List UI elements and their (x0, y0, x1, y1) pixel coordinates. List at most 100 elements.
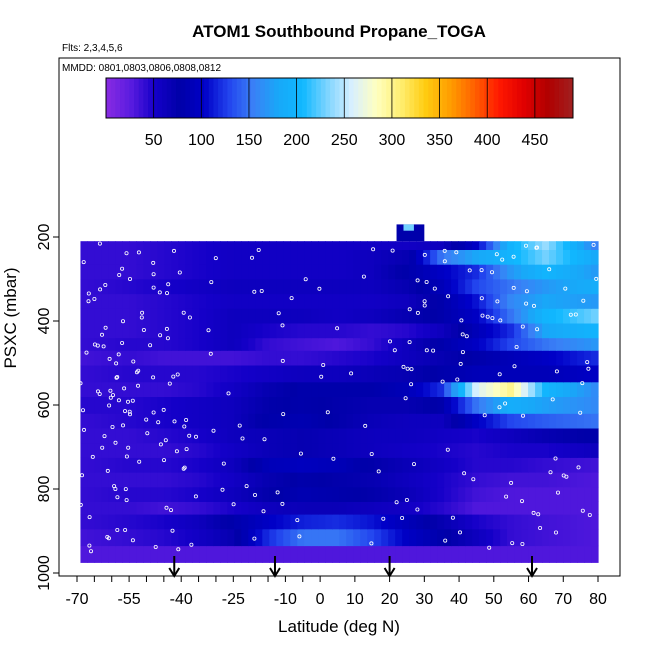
sample-point (151, 272, 156, 277)
heatmap-cell (507, 486, 515, 502)
heatmap-cell (318, 350, 326, 366)
heatmap-cell (549, 365, 557, 383)
heatmap-cell (416, 457, 424, 473)
heatmap-cell (465, 428, 473, 444)
heatmap-cell (318, 264, 326, 280)
heatmap-cell (500, 501, 508, 515)
heatmap-cell (206, 264, 214, 280)
heatmap-cell (374, 528, 382, 547)
heatmap-cell (549, 428, 557, 444)
sample-point (497, 372, 502, 377)
heatmap-cell (423, 241, 431, 250)
sample-point (108, 388, 113, 393)
sample-point (127, 412, 132, 417)
colorbar-tick-label: 100 (188, 132, 215, 149)
heatmap-cell (297, 472, 305, 488)
colorbar-segment (409, 78, 415, 118)
heatmap-cell (164, 381, 172, 397)
heatmap-cell (311, 337, 319, 351)
sample-point (174, 449, 179, 454)
heatmap-cell (304, 293, 312, 309)
heatmap-cell (416, 241, 424, 250)
heatmap-cell (304, 308, 312, 324)
sample-point (415, 507, 420, 512)
heatmap-cell (395, 381, 403, 397)
heatmap-cell (451, 249, 459, 265)
heatmap-cell (563, 472, 571, 488)
heatmap-cell (192, 457, 200, 473)
heatmap-cell (493, 413, 501, 429)
sample-point (403, 396, 408, 401)
heatmap-cell (458, 365, 466, 383)
heatmap-cell (521, 308, 529, 324)
heatmap-cell (227, 365, 235, 383)
heatmap-cell (528, 337, 536, 351)
heatmap-cell (423, 293, 431, 309)
heatmap-cell (346, 365, 354, 383)
heatmap-cell (563, 337, 571, 351)
heatmap-cell (332, 337, 340, 351)
heatmap-cell (402, 308, 410, 324)
heatmap-cell (556, 472, 564, 488)
heatmap-cell (528, 323, 536, 339)
sample-point (189, 542, 194, 547)
heatmap-cell (311, 457, 319, 473)
heatmap-cell (465, 457, 473, 473)
heatmap-cell (115, 293, 124, 309)
heatmap-cell (150, 528, 158, 547)
sample-point (121, 319, 126, 324)
heatmap-cell (395, 241, 403, 250)
x-tick-label: 60 (520, 591, 538, 608)
heatmap-cell (528, 514, 536, 530)
colorbar-tick-label: 400 (474, 132, 501, 149)
heatmap-cell (150, 514, 158, 530)
heatmap-cell (367, 350, 375, 366)
colorbar-segment (204, 78, 210, 118)
heatmap-cell (395, 365, 403, 383)
heatmap-cell (374, 396, 382, 414)
heatmap-cell (164, 241, 172, 250)
heatmap-cell (234, 249, 242, 265)
heatmap-cell (227, 413, 235, 429)
heatmap-cell (479, 337, 487, 351)
sample-point (371, 247, 376, 252)
heatmap-cell (542, 501, 550, 515)
heatmap-cell (437, 545, 445, 563)
heatmap-cell (87, 396, 96, 414)
heatmap-cell (87, 264, 96, 280)
sample-point (531, 510, 536, 515)
heatmap-cell (591, 308, 599, 324)
sample-point (114, 375, 119, 380)
heatmap-cell (458, 279, 466, 295)
heatmap-cell (297, 337, 305, 351)
sample-point (130, 398, 135, 403)
heatmap-cell (486, 545, 494, 563)
heatmap-cell (577, 365, 585, 383)
heatmap-cell (472, 350, 480, 366)
heatmap-cell (332, 365, 340, 383)
sample-point (80, 473, 85, 478)
heatmap-cell (367, 457, 375, 473)
heatmap-cell (122, 308, 131, 324)
x-tick-label: 70 (554, 591, 572, 608)
heatmap-cell (304, 486, 312, 502)
heatmap-cell (577, 442, 585, 458)
heatmap-cell (360, 249, 368, 265)
heatmap-cell (157, 396, 165, 414)
heatmap-cell (514, 264, 522, 280)
heatmap-cell (521, 486, 529, 502)
heatmap-cell (416, 381, 424, 397)
heatmap-cell (388, 249, 396, 265)
heatmap-cell (353, 279, 361, 295)
heatmap-cell (150, 396, 158, 414)
heatmap-cell (465, 545, 473, 563)
heatmap-cell (157, 545, 165, 563)
colorbar-segment (498, 78, 504, 118)
heatmap-cell (332, 428, 340, 444)
heatmap-cell (276, 545, 284, 563)
heatmap-cell (584, 279, 592, 295)
heatmap-cell (108, 279, 117, 295)
heatmap-cell (591, 279, 599, 295)
colorbar-segment (568, 78, 574, 118)
heatmap-cell (507, 350, 515, 366)
